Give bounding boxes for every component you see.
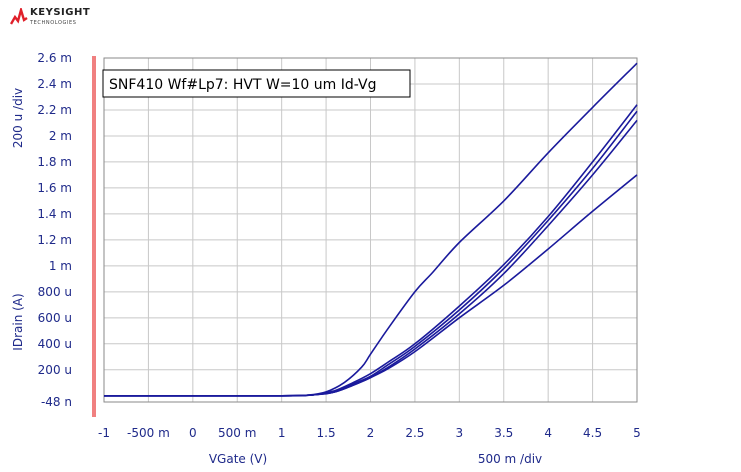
x-div-label: 500 m /div: [478, 452, 542, 466]
y-tick-labels: -48 n 200 u 400 u 600 u 800 u 1 m 1.2 m 1.4 m 1.…: [37, 51, 72, 409]
x-tick-label: 3: [456, 426, 464, 440]
series-line-5: [103, 174, 638, 397]
y-tick-label: 1.8 m: [37, 155, 72, 169]
y-tick-label: 2 m: [49, 129, 72, 143]
y-tick-label: 400 u: [38, 337, 72, 351]
y-tick-label: 1 m: [49, 259, 72, 273]
y-tick-label: 200 u: [38, 363, 72, 377]
x-axis-label: VGate (V): [209, 452, 267, 466]
y-div-label: 200 u /div: [11, 88, 25, 148]
x-tick-label: 2.5: [405, 426, 424, 440]
y-axis-label: IDrain (A): [11, 293, 25, 350]
title-box: [102, 69, 411, 98]
x-tick-label: 4: [544, 426, 552, 440]
x-tick-label: 4.5: [583, 426, 602, 440]
logo-brand: KEYSIGHT: [30, 7, 91, 18]
x-tick-label: 1: [278, 426, 286, 440]
logo-subtitle: TECHNOLOGIES: [30, 20, 77, 26]
x-tick-label: 2: [367, 426, 375, 440]
x-tick-label: 1.5: [317, 426, 336, 440]
chart-grid: [103, 57, 638, 403]
keysight-wave-icon: [10, 8, 28, 25]
x-tick-label: 0: [189, 426, 197, 440]
chart-series: [103, 62, 638, 397]
y-tick-label: 2.2 m: [37, 103, 72, 117]
keysight-logo: KEYSIGHT TECHNOLOGIES: [8, 6, 98, 30]
plot-frame: [103, 57, 638, 403]
y-tick-label: 2.4 m: [37, 77, 72, 91]
y-tick-label: 1.6 m: [37, 181, 72, 195]
x-tick-label: 500 m: [218, 426, 256, 440]
chart-title: SNF410 Wf#Lp7: HVT W=10 um Id-Vg: [109, 77, 376, 93]
y-tick-label: 800 u: [38, 285, 72, 299]
x-tick-labels: -1 -500 m 0 500 m 1 1.5 2 2.5 3 3.5 4 4.5 5: [98, 426, 641, 440]
x-tick-label: 5: [633, 426, 641, 440]
y-tick-label: 1.4 m: [37, 207, 72, 221]
x-tick-label: 3.5: [494, 426, 513, 440]
y-tick-label: -48 n: [41, 395, 72, 409]
y-tick-label: 2.6 m: [37, 51, 72, 65]
x-tick-label: -500 m: [127, 426, 170, 440]
x-tick-label: -1: [98, 426, 110, 440]
marker-bar[interactable]: [92, 56, 96, 417]
y-tick-label: 1.2 m: [37, 233, 72, 247]
y-tick-label: 600 u: [38, 311, 72, 325]
